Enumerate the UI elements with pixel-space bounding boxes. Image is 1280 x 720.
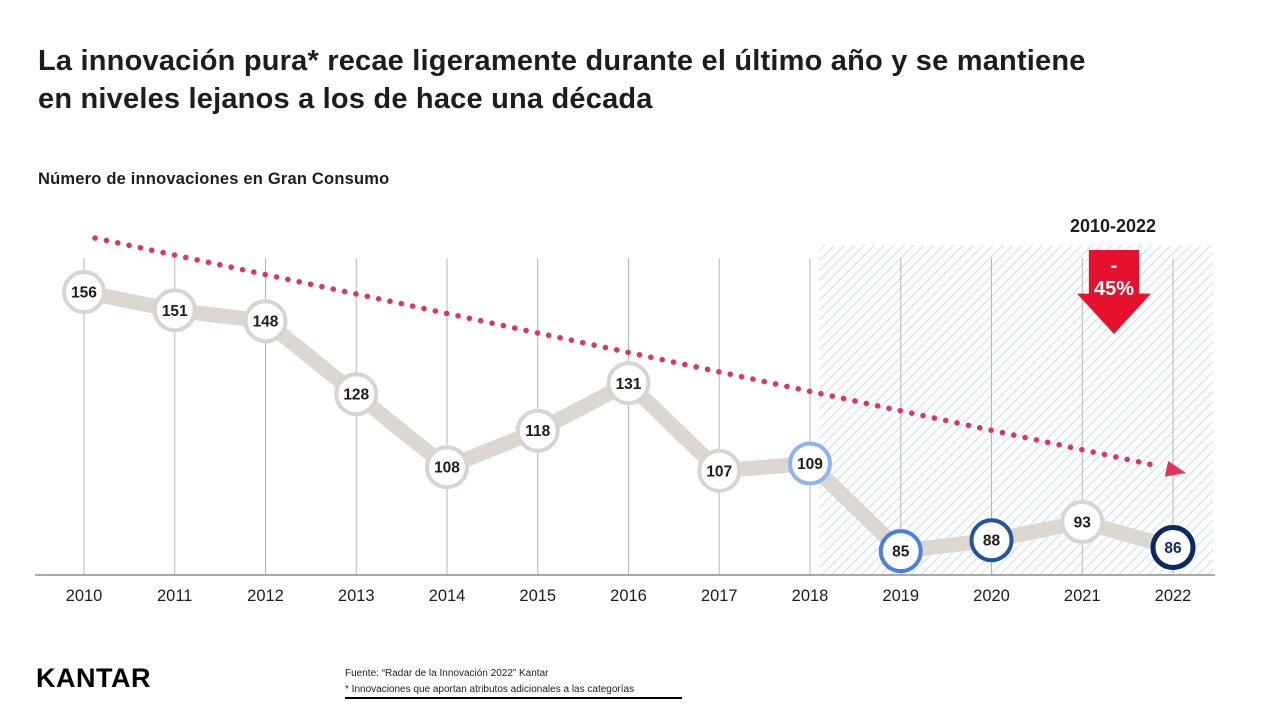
source-note: Fuente: “Radar de la Innovación 2022” Ka… — [345, 666, 745, 697]
trend-period-label: 2010-2022 — [1069, 216, 1157, 236]
x-axis-label: 2016 — [610, 587, 647, 605]
decline-arrow-sign: - — [1110, 255, 1118, 277]
data-point-value: 109 — [797, 456, 823, 473]
data-point-2013 — [334, 372, 379, 417]
x-axis-label: 2014 — [429, 587, 466, 605]
data-point-2021 — [1060, 499, 1105, 544]
data-point-value: 86 — [1164, 540, 1182, 557]
data-point-value: 107 — [706, 463, 732, 480]
data-point-value: 128 — [343, 387, 369, 404]
kantar-logo: KANTAR — [36, 663, 151, 693]
page-title: La innovación pura* recae ligeramente du… — [38, 45, 1086, 116]
data-point-value: 93 — [1074, 514, 1092, 531]
x-axis-label: 2012 — [247, 587, 284, 605]
highlight-region — [819, 245, 1213, 575]
data-point-2015 — [515, 408, 560, 453]
data-point-2018 — [788, 441, 832, 486]
trend-arrowhead-icon — [1164, 461, 1186, 477]
data-point-2011 — [152, 288, 197, 333]
x-axis-label: 2019 — [882, 587, 919, 605]
data-point-value: 108 — [434, 460, 460, 477]
decline-arrow-value: 45% — [1093, 278, 1135, 300]
footer-divider — [345, 697, 682, 699]
data-point-2014 — [425, 445, 469, 490]
data-point-value: 88 — [983, 533, 1001, 550]
data-point-2022 — [1150, 525, 1196, 570]
data-point-2016 — [606, 361, 651, 406]
x-axis-label: 2021 — [1064, 587, 1101, 605]
data-point-value: 85 — [892, 544, 910, 561]
chart-subtitle: Número de innovaciones en Gran Consumo — [38, 170, 390, 188]
x-axis-label: 2011 — [157, 587, 192, 605]
data-point-value: 131 — [616, 376, 642, 393]
x-axis-label: 2010 — [66, 587, 103, 605]
data-point-value: 118 — [525, 423, 550, 440]
data-point-2020 — [969, 518, 1014, 563]
data-point-2012 — [243, 299, 288, 344]
data-point-value: 151 — [162, 303, 188, 320]
x-axis-label: 2022 — [1155, 587, 1192, 605]
data-point-2017 — [697, 448, 742, 493]
data-point-2019 — [878, 529, 923, 574]
trend-line — [92, 235, 1161, 469]
source-line-1: Fuente: “Radar de la Innovación 2022” Ka… — [345, 668, 549, 679]
source-line-2: * Innovaciones que aportan atributos adi… — [345, 683, 635, 695]
data-point-value: 156 — [71, 285, 97, 302]
data-point-value: 148 — [253, 314, 279, 331]
data-point-2010 — [62, 270, 106, 314]
x-axis-label: 2018 — [792, 587, 829, 605]
x-axis-label: 2015 — [519, 587, 556, 605]
x-axis-label: 2013 — [338, 587, 375, 605]
x-axis-label: 2017 — [701, 587, 738, 605]
x-axis-label: 2020 — [973, 587, 1010, 605]
